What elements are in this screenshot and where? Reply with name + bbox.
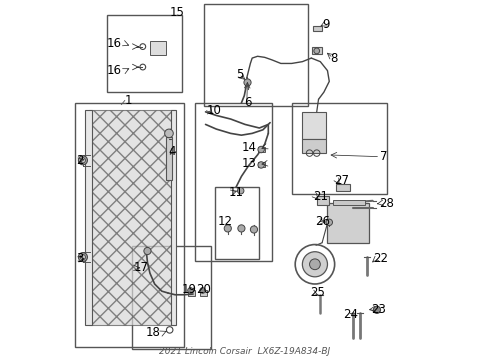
Bar	[333, 200, 365, 205]
Text: 21: 21	[313, 190, 328, 203]
Circle shape	[78, 156, 87, 165]
Text: 22: 22	[373, 252, 389, 265]
Text: 24: 24	[343, 308, 358, 321]
Bar	[258, 147, 265, 152]
Circle shape	[144, 247, 151, 255]
Text: 11: 11	[229, 186, 244, 199]
Text: 7: 7	[380, 150, 388, 163]
Circle shape	[326, 219, 333, 226]
Circle shape	[314, 48, 319, 54]
Circle shape	[258, 146, 265, 153]
Bar	[302, 112, 326, 139]
Circle shape	[188, 288, 194, 293]
Text: 14: 14	[242, 141, 257, 154]
Bar	[302, 139, 326, 153]
Text: 2: 2	[76, 154, 83, 167]
Bar	[107, 15, 182, 92]
Circle shape	[224, 225, 231, 232]
Bar	[258, 162, 265, 167]
Circle shape	[200, 288, 205, 293]
Bar	[337, 184, 350, 191]
Bar	[215, 187, 259, 259]
Circle shape	[250, 226, 258, 233]
Bar	[313, 26, 322, 31]
Bar	[166, 137, 172, 180]
Circle shape	[258, 162, 265, 168]
Bar	[313, 47, 322, 54]
Bar	[292, 103, 387, 194]
Text: 17: 17	[134, 261, 149, 274]
Text: 5: 5	[236, 68, 244, 81]
Text: 6: 6	[244, 96, 251, 109]
Text: 9: 9	[322, 18, 330, 31]
Bar	[195, 103, 272, 261]
Text: 20: 20	[196, 283, 211, 296]
Bar	[317, 196, 329, 205]
Text: 16: 16	[106, 37, 122, 50]
Text: 8: 8	[330, 51, 338, 64]
Text: 26: 26	[315, 215, 330, 228]
Bar	[85, 110, 92, 325]
Circle shape	[244, 79, 251, 86]
Text: 16: 16	[106, 64, 122, 77]
Bar	[132, 246, 211, 348]
Text: 3: 3	[76, 252, 83, 265]
Bar	[327, 203, 368, 243]
Text: 19: 19	[182, 283, 197, 296]
Text: 25: 25	[310, 287, 325, 300]
Circle shape	[80, 255, 85, 260]
Circle shape	[310, 259, 320, 270]
Bar	[150, 41, 166, 55]
Text: 10: 10	[207, 104, 221, 117]
Bar	[204, 4, 308, 107]
Text: 15: 15	[170, 6, 184, 19]
Text: 23: 23	[371, 303, 386, 316]
Circle shape	[238, 225, 245, 232]
Text: 2021 Lincoln Corsair  LX6Z-19A834-BJ: 2021 Lincoln Corsair LX6Z-19A834-BJ	[159, 347, 331, 356]
Circle shape	[373, 306, 381, 314]
Circle shape	[238, 188, 244, 194]
Text: 18: 18	[146, 326, 161, 339]
Text: 28: 28	[379, 197, 394, 210]
Bar	[89, 110, 175, 325]
Bar	[200, 291, 207, 296]
Circle shape	[165, 129, 173, 138]
Bar	[188, 291, 195, 296]
Text: 13: 13	[242, 157, 257, 170]
Circle shape	[302, 252, 327, 277]
Text: 4: 4	[168, 145, 175, 158]
Bar	[74, 103, 184, 347]
Circle shape	[80, 158, 85, 163]
Bar	[172, 110, 176, 325]
Text: 12: 12	[218, 215, 233, 228]
Text: 27: 27	[334, 174, 349, 186]
Circle shape	[78, 253, 87, 262]
Text: 1: 1	[125, 94, 132, 107]
